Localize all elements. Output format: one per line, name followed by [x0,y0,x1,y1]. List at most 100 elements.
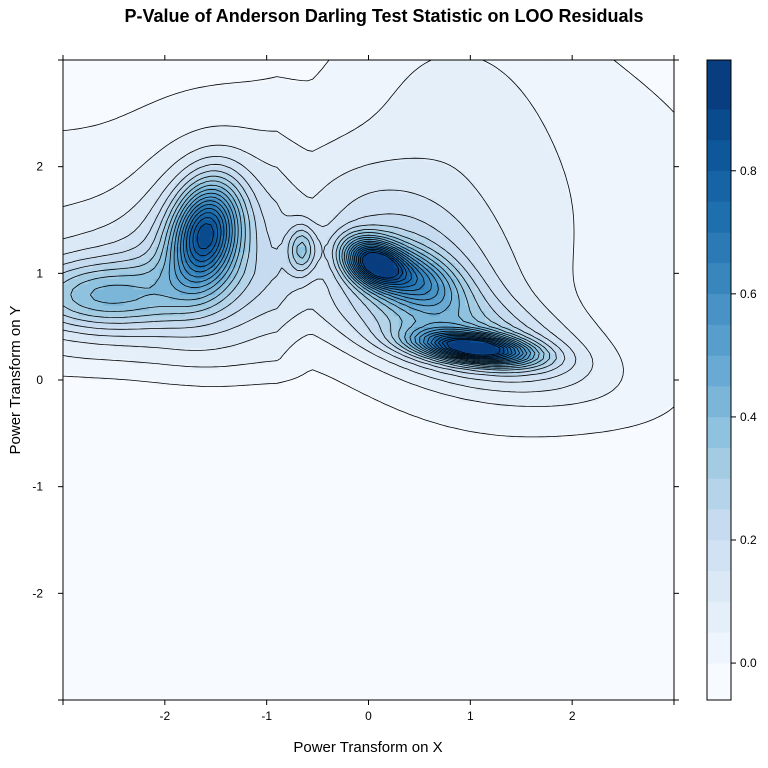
contour-cell [663,582,670,589]
contour-cell [470,486,476,493]
contour-cell [464,667,471,674]
contour-cell [123,646,130,653]
contour-cell [246,534,252,541]
contour-cell [475,657,481,663]
contour-cell [500,545,507,551]
contour-cell [154,635,161,642]
contour-cell [200,577,206,583]
contour-cell [597,603,604,610]
contour-cell [271,630,278,637]
contour-cell [98,603,105,610]
contour-cell [123,667,130,674]
contour-cell [434,694,441,701]
contour-cell [505,689,512,695]
contour-cell [256,545,262,551]
contour-cell [475,577,481,583]
contour-cell [617,593,624,599]
contour-cell [556,603,563,610]
contour-cell [230,507,237,514]
contour-cell [408,593,415,599]
contour-cell [414,550,420,557]
contour-cell [189,635,196,642]
contour-cell [103,646,110,653]
contour-cell [612,555,619,562]
contour-cell [627,593,634,599]
contour-cell [139,577,145,583]
contour-cell [454,550,461,557]
contour-cell [302,539,308,546]
contour-cell [296,646,303,653]
contour-cell [576,555,583,562]
contour-cell [261,529,267,535]
contour-cell [235,614,242,621]
contour-cell [210,534,217,541]
contour-cell [195,587,201,594]
contour-cell [643,635,649,642]
contour-cell [551,550,558,557]
contour-cell [571,619,578,626]
contour-cell [230,555,237,562]
contour-cell [536,518,542,525]
contour-cell [607,582,614,589]
contour-cell [302,593,308,599]
contour-cell [434,609,441,615]
contour-cell [230,534,237,541]
contour-cell [419,491,425,498]
contour-cell [449,609,456,615]
contour-cell [67,507,74,514]
contour-cell [118,625,125,631]
contour-cell [653,518,660,525]
contour-cell [128,657,135,663]
contour-cell [617,582,624,589]
contour-cell [77,657,84,663]
contour-cell [383,502,390,509]
contour-cell [205,630,211,637]
contour-cell [62,646,69,653]
contour-cell [408,502,415,509]
contour-cell [332,534,339,541]
contour-cell [444,625,451,631]
contour-cell [475,662,481,669]
contour-cell [189,603,196,610]
contour-cell [638,582,644,589]
contour-cell [515,651,522,658]
contour-cell [332,577,339,583]
contour-cell [72,587,79,594]
contour-cell [179,689,186,695]
contour-cell [195,582,201,589]
contour-cell [480,694,486,701]
contour-cell [373,651,379,658]
contour-cell [454,518,461,525]
contour-cell [67,657,74,663]
contour-cell [378,582,385,589]
contour-cell [123,593,130,599]
contour-cell [327,593,334,599]
contour-cell [246,678,252,685]
contour-cell [541,481,548,487]
contour-cell [62,555,69,562]
contour-cell [347,545,354,551]
contour-cell [169,486,176,493]
contour-cell [536,694,542,701]
contour-cell [133,582,140,589]
contour-cell [408,694,415,701]
contour-cell [510,534,517,541]
contour-cell [332,566,339,573]
contour-cell [408,507,415,514]
contour-cell [622,641,629,647]
contour-cell [582,529,588,535]
contour-cell [556,550,563,557]
contour-cell [225,475,232,482]
contour-cell [439,534,446,541]
contour-cell [332,673,339,679]
contour-cell [184,641,191,647]
contour-cell [83,513,89,519]
contour-cell [587,566,593,573]
contour-cell [72,529,79,535]
contour-cell [128,694,135,701]
contour-cell [352,534,359,541]
contour-cell [246,625,252,631]
contour-cell [541,683,548,690]
contour-cell [515,603,522,610]
contour-cell [261,678,267,685]
